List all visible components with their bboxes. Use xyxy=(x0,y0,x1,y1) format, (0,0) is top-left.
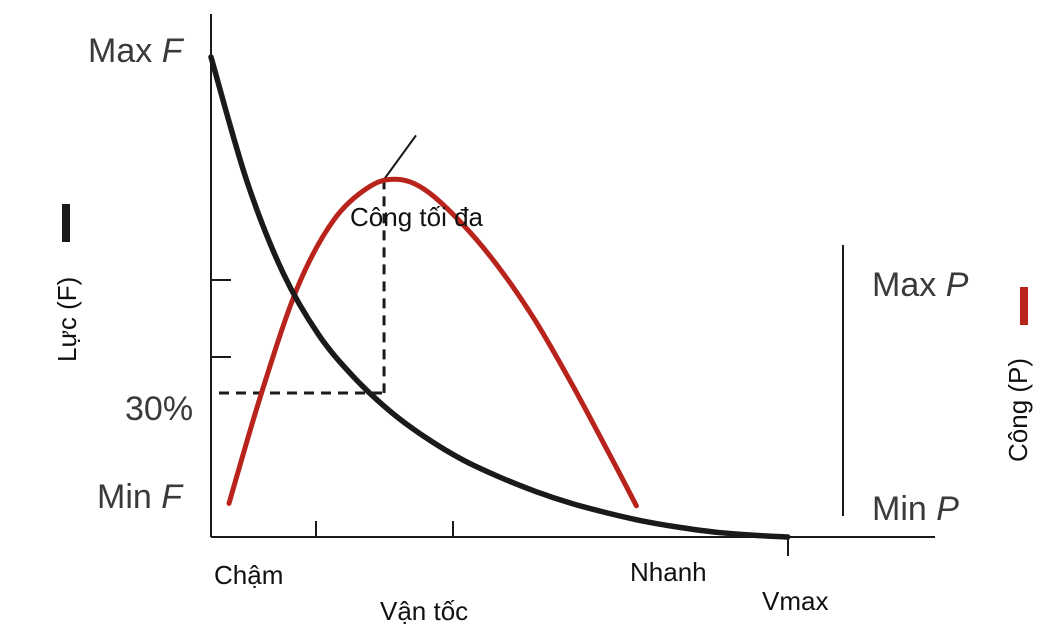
force-curve xyxy=(208,54,791,540)
power-curve xyxy=(226,176,639,509)
max-force-label: Max F xyxy=(88,32,185,70)
min-force-label: Min F xyxy=(97,478,184,516)
max-power-label: Max P xyxy=(872,266,969,304)
force-axis-title: Lực (F) xyxy=(52,277,82,362)
min-power-label: Min P xyxy=(872,490,959,528)
max-power-annotation: Công tối đa xyxy=(350,202,484,232)
power-axis-title: Công (P) xyxy=(1003,358,1033,462)
slow-label: Chậm xyxy=(214,560,283,590)
force-legend-mark xyxy=(62,204,70,242)
thirty-percent-label: 30% xyxy=(125,390,193,428)
annotation-leader xyxy=(383,134,417,180)
fast-label: Nhanh xyxy=(630,557,707,587)
velocity-axis-title: Vận tốc xyxy=(380,596,468,626)
vmax-label: Vmax xyxy=(762,586,828,616)
power-legend-mark xyxy=(1020,287,1028,325)
